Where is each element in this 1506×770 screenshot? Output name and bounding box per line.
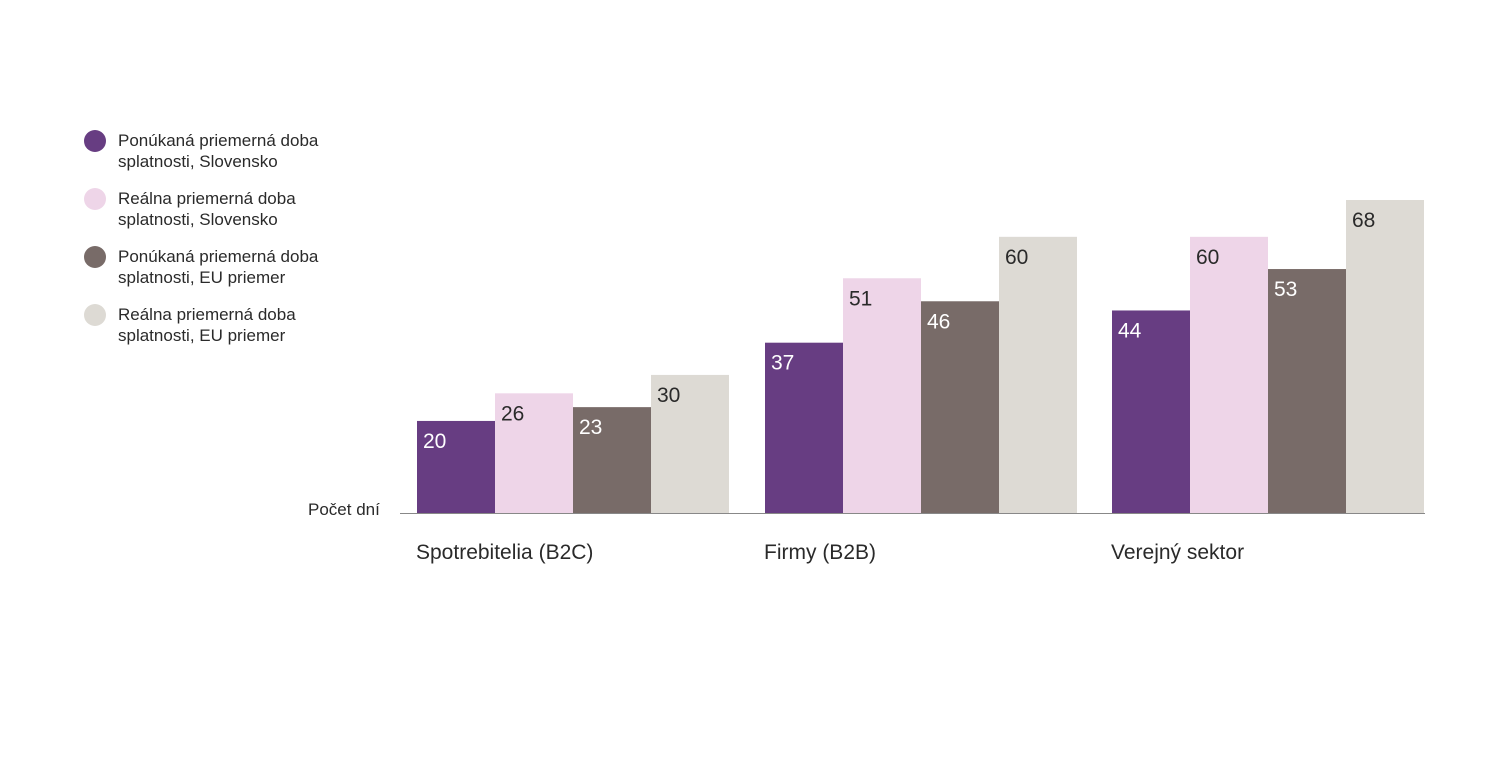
bar-value-label: 30 bbox=[657, 384, 680, 407]
bar-value-label: 20 bbox=[423, 430, 446, 453]
legend-label: Ponúkaná priemerná doba splatnosti, EU p… bbox=[118, 247, 319, 287]
legend-label: Reálna priemerná doba splatnosti, Sloven… bbox=[118, 189, 296, 229]
bar bbox=[573, 407, 651, 513]
y-axis-label: Počet dní bbox=[308, 500, 380, 519]
legend-swatch bbox=[84, 188, 106, 210]
legend-label: Reálna priemerná doba splatnosti, EU pri… bbox=[118, 305, 296, 345]
bar-value-label: 68 bbox=[1352, 209, 1375, 232]
legend-swatch bbox=[84, 130, 106, 152]
bar bbox=[651, 374, 729, 513]
legend-label: Ponúkaná priemerná doba splatnosti, Slov… bbox=[118, 131, 319, 171]
bar bbox=[843, 278, 921, 513]
category-labels-group: Spotrebitelia (B2C) Firmy (B2B) Verejný se… bbox=[416, 541, 1244, 564]
bar-value-label: 60 bbox=[1005, 246, 1028, 269]
bar-value-label: 37 bbox=[771, 352, 794, 375]
bar-value-label: 23 bbox=[579, 416, 602, 439]
bar-value-label: 51 bbox=[849, 287, 872, 310]
legend: Ponúkaná priemerná doba splatnosti, Slov… bbox=[84, 130, 364, 362]
legend-item: Ponúkaná priemerná doba splatnosti, Slov… bbox=[84, 130, 364, 188]
bar bbox=[921, 301, 999, 513]
bars-group bbox=[417, 200, 1424, 513]
legend-item: Reálna priemerná doba splatnosti, EU pri… bbox=[84, 304, 364, 362]
legend-swatch bbox=[84, 304, 106, 326]
bar bbox=[1112, 310, 1190, 513]
legend-item: Ponúkaná priemerná doba splatnosti, EU p… bbox=[84, 246, 364, 304]
bar bbox=[999, 236, 1077, 513]
bar-value-label: 53 bbox=[1274, 278, 1297, 301]
bar bbox=[1190, 236, 1268, 513]
bar bbox=[1268, 269, 1346, 513]
bar-value-label: 26 bbox=[501, 402, 524, 425]
category-label: Verejný sektor bbox=[1111, 541, 1244, 564]
bar-value-label: 44 bbox=[1118, 319, 1142, 342]
bar-value-label: 60 bbox=[1196, 246, 1219, 269]
category-label: Firmy (B2B) bbox=[764, 541, 876, 564]
legend-swatch bbox=[84, 246, 106, 268]
legend-item: Reálna priemerná doba splatnosti, Sloven… bbox=[84, 188, 364, 246]
category-label: Spotrebitelia (B2C) bbox=[416, 541, 593, 564]
bar bbox=[495, 393, 573, 513]
bar-value-label: 46 bbox=[927, 310, 950, 333]
bar bbox=[765, 342, 843, 513]
bar bbox=[417, 420, 495, 513]
bar bbox=[1346, 200, 1424, 513]
value-labels-group: 20 26 23 30 37 51 46 60 44 60 53 68 bbox=[423, 209, 1375, 453]
